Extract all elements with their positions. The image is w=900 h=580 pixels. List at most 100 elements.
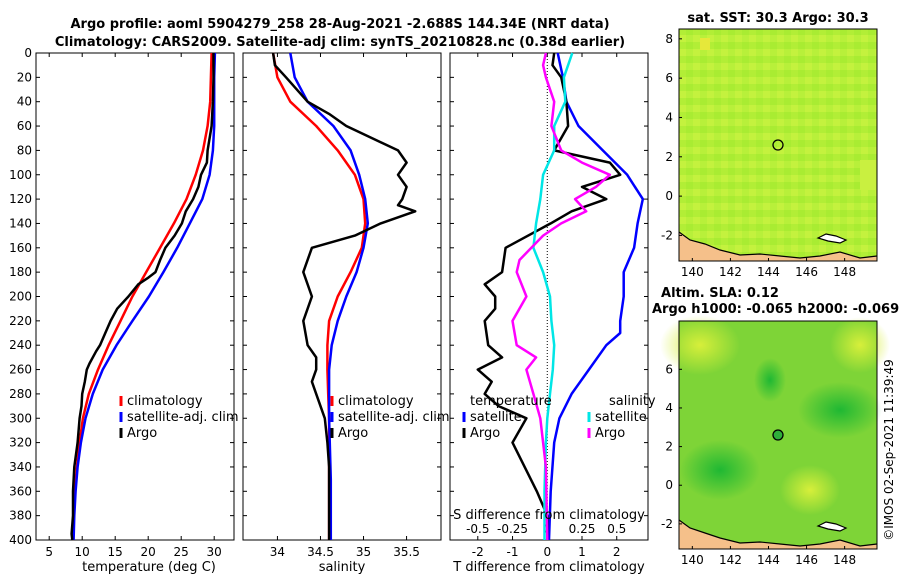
y-tick-label: 140: [9, 216, 32, 230]
x-tick-label: 15: [108, 545, 123, 559]
s-tick-label: -0.5: [466, 522, 489, 536]
temperature-panel: 0 20 40 60 80 100 120 140 160 180 200 220 240 260 280 3…: [9, 46, 235, 559]
title-line-2: Climatology: CARS2009. Satellite-adj cli…: [55, 35, 625, 50]
y-tick-label: 0: [24, 46, 32, 60]
x-tick-label: 140: [681, 265, 704, 279]
x-tick-label: 0: [543, 545, 551, 559]
legend-label-s-satellite: satellite: [595, 410, 647, 425]
series-satellite-adj-clim: [72, 52, 217, 541]
x-tick-label: 144: [757, 553, 780, 567]
legend-header-temperature: temperature: [470, 394, 552, 409]
x-tick-label: 34.5: [307, 545, 334, 559]
sst-map: 140 142 144 146 148 -2 0 2 4 6 8: [661, 28, 878, 279]
coastline: [678, 231, 878, 259]
y-tick-label: 0: [665, 189, 673, 203]
y-tick-label: -2: [661, 228, 673, 242]
legend-label-satellite: satellite-adj. clim: [127, 410, 239, 425]
map-frame: [678, 28, 878, 262]
s-tick-label: 0.25: [569, 522, 596, 536]
legend-header-salinity: salinity: [609, 394, 656, 409]
salinity-legend: climatology satellite-adj. clim Argo: [330, 394, 450, 441]
x-tick-label: 34: [270, 545, 285, 559]
y-tick-label: 2: [665, 440, 673, 454]
x-tick-label: 35.5: [393, 545, 420, 559]
sla-low: [754, 358, 786, 402]
sla-high: [830, 317, 890, 373]
y-tick-label: 380: [9, 509, 32, 523]
x-tick-label: 148: [833, 265, 856, 279]
y-tick-label: 4: [665, 110, 673, 124]
temperature-xlabel: temperature (deg C): [82, 560, 216, 575]
y-tick-label: 180: [9, 265, 32, 279]
argo-position-marker: [772, 429, 784, 441]
island: [816, 233, 848, 244]
sla-low: [680, 440, 760, 500]
series-s-argo: [511, 52, 612, 541]
series-climatology: [71, 52, 213, 541]
legend-label-climatology: climatology: [127, 394, 203, 409]
legend-label-t-argo: Argo: [470, 426, 500, 441]
x-tick-label: 2: [613, 545, 621, 559]
legend-label-s-argo: Argo: [595, 426, 625, 441]
y-tick-label: 360: [9, 484, 32, 498]
sla-high: [780, 465, 840, 515]
series-t-satellite: [547, 52, 645, 541]
x-tick-label: 30: [207, 545, 222, 559]
legend-label-argo: Argo: [338, 426, 368, 441]
x-tick-label: 20: [141, 545, 156, 559]
island: [816, 521, 848, 532]
sst-map-title: sat. SST: 30.3 Argo: 30.3: [687, 11, 868, 26]
y-tick-label: 280: [9, 387, 32, 401]
temperature-legend: climatology satellite-adj. clim Argo: [119, 394, 239, 441]
difference-xlabel: T difference from climatology: [452, 560, 645, 575]
sla-map-subtitle: Argo h1000: -0.065 h2000: -0.069: [652, 302, 899, 317]
difference-top-xlabel: S difference from climatology: [453, 508, 645, 523]
difference-panel: -2 -1 0 1 2-0.5 -0.25 0 0.25 0.5: [449, 52, 649, 559]
axes-frame: [242, 52, 442, 541]
land-new-guinea: [679, 232, 877, 261]
y-tick-label: 160: [9, 241, 32, 255]
x-tick-label: 5: [45, 545, 53, 559]
x-tick-label: -1: [507, 545, 519, 559]
warm-patch: [700, 38, 710, 50]
x-tick-label: 144: [757, 265, 780, 279]
legend-label-satellite: satellite-adj. clim: [338, 410, 450, 425]
imos-timestamp: ©IMOS 02-Sep-2021 11:39:49: [882, 359, 896, 541]
legend-label-argo: Argo: [127, 426, 157, 441]
salinity-xlabel: salinity: [319, 560, 366, 575]
x-tick-label: 10: [75, 545, 90, 559]
sla-high: [660, 315, 740, 375]
x-tick-label: 146: [795, 265, 818, 279]
y-tick-label: 0: [665, 478, 673, 492]
y-tick-label: 220: [9, 314, 32, 328]
sst-field: [679, 29, 877, 261]
x-tick-label: 35: [356, 545, 371, 559]
y-tick-label: 4: [665, 401, 673, 415]
x-tick-label: 1: [578, 545, 586, 559]
title-line-1: Argo profile: aoml 5904279_258 28-Aug-20…: [70, 17, 609, 32]
y-tick-label: 400: [9, 533, 32, 547]
y-tick-label: 340: [9, 460, 32, 474]
y-tick-label: -2: [661, 517, 673, 531]
y-tick-label: 80: [17, 143, 32, 157]
argo-position-marker: [772, 139, 784, 151]
y-tick-label: 6: [665, 71, 673, 85]
series-satellite-adj-clim: [289, 52, 370, 540]
coastline: [678, 519, 878, 547]
y-tick-label: 200: [9, 290, 32, 304]
salinity-panel: 34 34.5 35 35.5: [242, 52, 442, 559]
y-tick-label: 300: [9, 411, 32, 425]
y-tick-label: 60: [17, 119, 32, 133]
difference-legend: temperature salinity satellite Argo sate…: [462, 394, 656, 441]
y-tick-label: 6: [665, 362, 673, 376]
x-tick-label: -2: [472, 545, 484, 559]
y-tick-label: 260: [9, 363, 32, 377]
s-tick-label: 0.5: [607, 522, 626, 536]
map-frame: [678, 320, 878, 550]
warm-patch: [860, 160, 877, 190]
series-climatology: [271, 52, 367, 540]
y-tick-label: 120: [9, 192, 32, 206]
s-tick-label: -0.25: [497, 522, 528, 536]
y-tick-label: 100: [9, 168, 32, 182]
